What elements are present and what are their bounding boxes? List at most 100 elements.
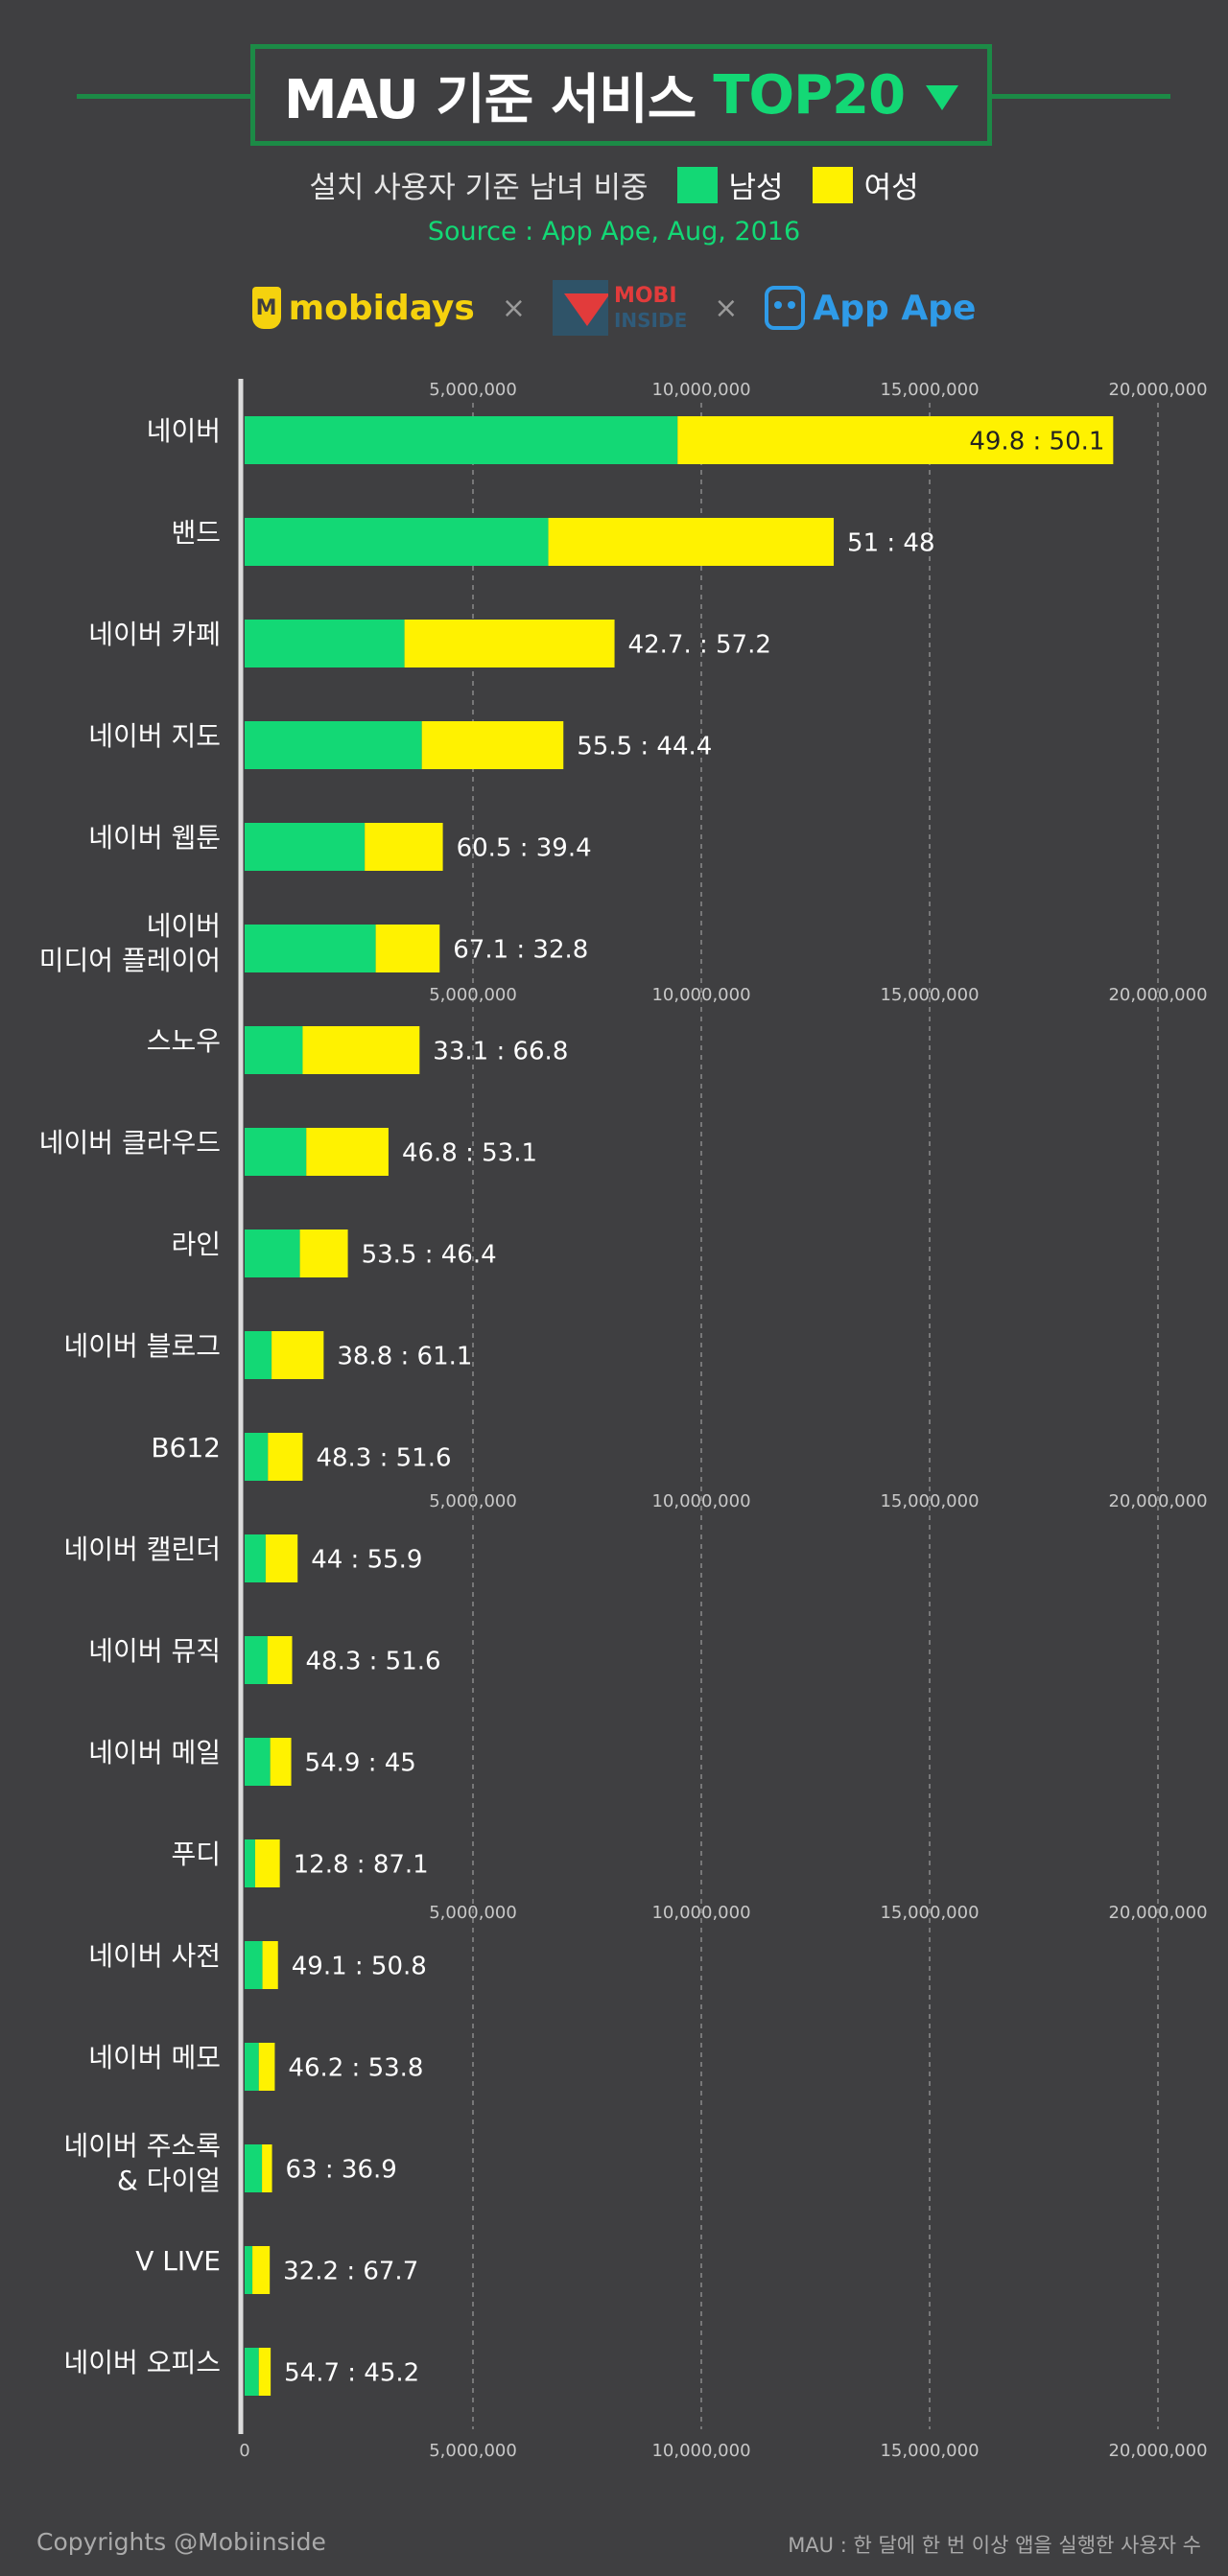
tick-label: 5,000,000 <box>429 1491 517 1511</box>
bar-female <box>252 2246 271 2294</box>
tick-label: 10,000,000 <box>651 1491 750 1511</box>
mobiinside-logo: MOBI INSIDE <box>552 280 688 336</box>
category-label: 네이버 캘린더 <box>64 1534 221 1565</box>
bar-male <box>245 1433 269 1481</box>
bar-male <box>245 2246 253 2294</box>
category-label: 푸디 <box>171 1838 221 1870</box>
ratio-label: 53.5 : 46.4 <box>362 1241 497 1270</box>
category-label: 밴드 <box>171 517 221 549</box>
tick-label: 5,000,000 <box>429 985 517 1005</box>
legend-label-male: 남성 <box>728 171 784 205</box>
ape-face-icon <box>765 286 806 330</box>
ratio-label: 46.2 : 53.8 <box>288 2054 423 2083</box>
bar-female <box>267 1636 293 1684</box>
mobidays-logo-text: mobidays <box>288 288 475 328</box>
bar-female <box>299 1229 348 1277</box>
ratio-label: 51 : 48 <box>847 529 934 558</box>
ratio-label: 60.5 : 39.4 <box>457 834 592 863</box>
bar-male <box>245 1941 263 1989</box>
category-label: 라인 <box>171 1229 221 1260</box>
page-title: MAU 기준 서비스 <box>283 68 697 131</box>
bar-female <box>306 1128 389 1176</box>
tick-label: 15,000,000 <box>880 985 979 1005</box>
mobiinside-logo-line1: MOBI <box>613 284 677 308</box>
ratio-label: 33.1 : 66.8 <box>433 1038 568 1066</box>
bar-male <box>245 1229 300 1277</box>
category-label: & 다이얼 <box>117 2165 221 2196</box>
bar-female <box>265 1534 298 1582</box>
appape-logo: App Ape <box>765 286 976 330</box>
bar-female <box>272 1331 324 1379</box>
bar-male <box>245 1534 266 1582</box>
bar-male <box>245 620 405 667</box>
triangle-down-icon <box>926 85 959 110</box>
ratio-label: 49.1 : 50.8 <box>292 1953 427 1981</box>
category-label: 네이버 오피스 <box>64 2347 221 2378</box>
ratio-label: 12.8 : 87.1 <box>294 1851 429 1880</box>
bar-male <box>245 518 549 566</box>
category-label: B612 <box>151 1432 221 1464</box>
bar-female <box>421 721 564 769</box>
bar-male <box>245 1839 255 1887</box>
ratio-label: 54.7 : 45.2 <box>284 2359 419 2388</box>
tick-label: 20,000,000 <box>1108 380 1207 400</box>
tick-label: 5,000,000 <box>429 2441 517 2461</box>
category-label: 네이버 웹툰 <box>88 822 221 854</box>
ratio-label: 49.8 : 50.1 <box>969 428 1104 457</box>
source-label: Source : App Ape, Aug, 2016 <box>427 217 801 246</box>
bar-male <box>245 1026 303 1074</box>
tick-label: 10,000,000 <box>651 2441 750 2461</box>
mobiinside-logo-line2: INSIDE <box>613 309 688 332</box>
bar-male <box>245 925 376 972</box>
category-label: 스노우 <box>147 1025 221 1057</box>
ratio-label: 38.8 : 61.1 <box>337 1343 472 1371</box>
tick-label: 15,000,000 <box>880 2441 979 2461</box>
bar-female <box>302 1026 420 1074</box>
category-label: V LIVE <box>135 2245 221 2277</box>
tick-label: 15,000,000 <box>880 1491 979 1511</box>
page-title-accent: TOP20 <box>713 63 906 127</box>
legend-label-female: 여성 <box>863 171 919 205</box>
bar-male <box>245 721 422 769</box>
tick-label: 10,000,000 <box>651 1903 750 1923</box>
bar-male <box>245 1128 307 1176</box>
ratio-label: 42.7. : 57.2 <box>628 631 771 660</box>
copyright: Copyrights @Mobiinside <box>36 2528 326 2556</box>
tick-label: 10,000,000 <box>651 380 750 400</box>
bar-female <box>262 2144 272 2192</box>
bar-male <box>245 1738 271 1786</box>
mobidays-badge-icon: M <box>251 287 281 329</box>
ratio-label: 46.8 : 53.1 <box>402 1139 537 1168</box>
legend-swatch-male <box>676 166 718 203</box>
title-line-right <box>983 94 1170 99</box>
subtitle-row: 설치 사용자 기준 남녀 비중 남성 여성 <box>0 163 1228 206</box>
chart-subtitle: 설치 사용자 기준 남녀 비중 <box>309 171 649 205</box>
tick-label: 20,000,000 <box>1108 2441 1207 2461</box>
bar-male <box>245 1636 268 1684</box>
bar-male <box>245 2144 263 2192</box>
category-label: 미디어 플레이어 <box>39 945 221 976</box>
category-label: 네이버 주소록 <box>64 2130 221 2162</box>
tick-label: 15,000,000 <box>880 1903 979 1923</box>
category-label: 네이버 지도 <box>88 720 221 752</box>
category-label: 네이버 <box>147 415 221 447</box>
tick-label: 10,000,000 <box>651 985 750 1005</box>
mobidays-logo: M mobidays <box>251 287 475 329</box>
appape-logo-text: App Ape <box>813 288 977 328</box>
title-line-left <box>77 94 259 99</box>
logo-separator: × <box>501 291 526 325</box>
tick-label: 0 <box>239 2441 249 2461</box>
tick-label: 5,000,000 <box>429 380 517 400</box>
legend-swatch-female <box>812 166 853 203</box>
bar-female <box>258 2348 272 2396</box>
ratio-label: 55.5 : 44.4 <box>577 733 712 761</box>
ratio-label: 44 : 55.9 <box>311 1546 422 1575</box>
bar-female <box>548 518 835 566</box>
logo-separator: × <box>714 291 739 325</box>
category-label: 네이버 블로그 <box>64 1330 221 1362</box>
mobiinside-mark-icon <box>552 280 608 336</box>
ratio-label: 48.3 : 51.6 <box>306 1648 441 1676</box>
tick-label: 20,000,000 <box>1108 985 1207 1005</box>
category-label: 네이버 클라우드 <box>39 1127 221 1159</box>
